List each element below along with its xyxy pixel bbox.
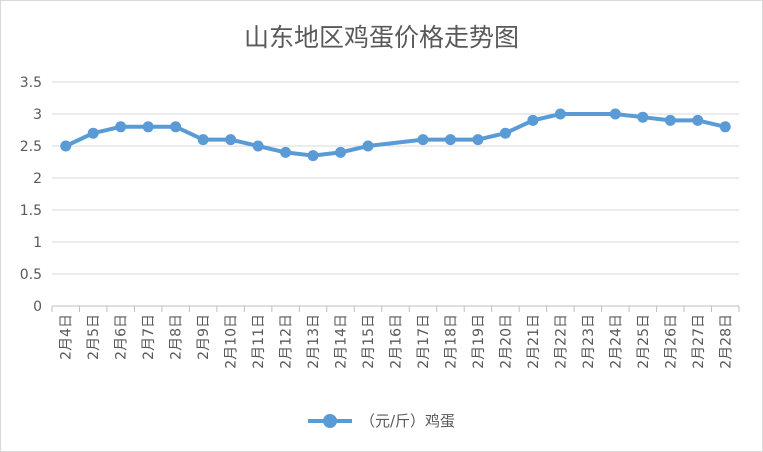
x-tick-label: 2月8日	[169, 314, 185, 360]
data-point	[307, 150, 319, 162]
data-point	[444, 134, 456, 146]
x-tick-label: 2月17日	[416, 314, 432, 369]
x-tick-label: 2月19日	[471, 314, 487, 369]
data-point	[527, 114, 539, 126]
x-tick-label: 2月11日	[251, 314, 267, 369]
data-point	[692, 114, 704, 126]
data-point	[280, 146, 292, 158]
data-point	[499, 127, 511, 139]
x-tick-label: 2月13日	[306, 314, 322, 369]
x-tick-label: 2月14日	[334, 314, 350, 369]
data-point	[252, 140, 264, 152]
data-point	[87, 127, 99, 139]
data-point	[719, 121, 731, 133]
x-tick-label: 2月9日	[196, 314, 212, 360]
series-line	[63, 112, 728, 158]
x-tick-label: 2月5日	[86, 314, 102, 360]
data-point	[664, 114, 676, 126]
x-tick-label: 2月21日	[526, 314, 542, 369]
data-point	[170, 121, 182, 133]
y-tick-label: 1	[33, 235, 42, 251]
x-tick-label: 2月18日	[443, 314, 459, 369]
data-point	[60, 140, 72, 152]
legend: （元/斤）鸡蛋	[0, 410, 763, 431]
x-tick-label: 2月22日	[553, 314, 569, 369]
y-tick-label: 3.5	[20, 75, 42, 91]
x-tick-label: 2月25日	[636, 314, 652, 369]
chart-title: 山东地区鸡蛋价格走势图	[243, 23, 519, 52]
x-tick-label: 2月7日	[141, 314, 157, 360]
y-tick-label: 2.5	[20, 139, 42, 155]
data-point	[225, 134, 237, 146]
x-tick-label: 2月27日	[691, 314, 707, 369]
x-tick-label: 2月28日	[718, 314, 734, 369]
x-tick-label: 2月20日	[498, 314, 514, 369]
data-point	[472, 134, 484, 146]
data-point	[362, 140, 374, 152]
x-tick-label: 2月24日	[608, 314, 624, 369]
data-point	[197, 134, 209, 146]
data-point	[637, 111, 649, 123]
data-point	[335, 146, 347, 158]
x-tick-label: 2月16日	[389, 314, 405, 369]
x-tick-label: 2月6日	[114, 314, 130, 360]
x-tick-label: 2月26日	[663, 314, 679, 369]
data-point	[417, 134, 429, 146]
y-tick-label: 0	[33, 299, 42, 315]
x-tick-label: 2月12日	[279, 314, 295, 369]
data-point	[609, 108, 621, 120]
data-point	[142, 121, 154, 133]
legend-label: （元/斤）鸡蛋	[359, 412, 456, 430]
data-point	[115, 121, 127, 133]
x-tick-label: 2月15日	[361, 314, 377, 369]
y-tick-label: 0.5	[20, 267, 42, 283]
data-point	[554, 108, 566, 120]
x-tick-label: 2月10日	[224, 314, 240, 369]
y-tick-label: 3	[33, 107, 42, 123]
y-tick-label: 2	[33, 171, 42, 187]
y-tick-label: 1.5	[20, 203, 42, 219]
x-tick-label: 2月4日	[59, 314, 75, 360]
x-tick-label: 2月23日	[581, 314, 597, 369]
legend-line-marker-icon	[307, 413, 352, 428]
